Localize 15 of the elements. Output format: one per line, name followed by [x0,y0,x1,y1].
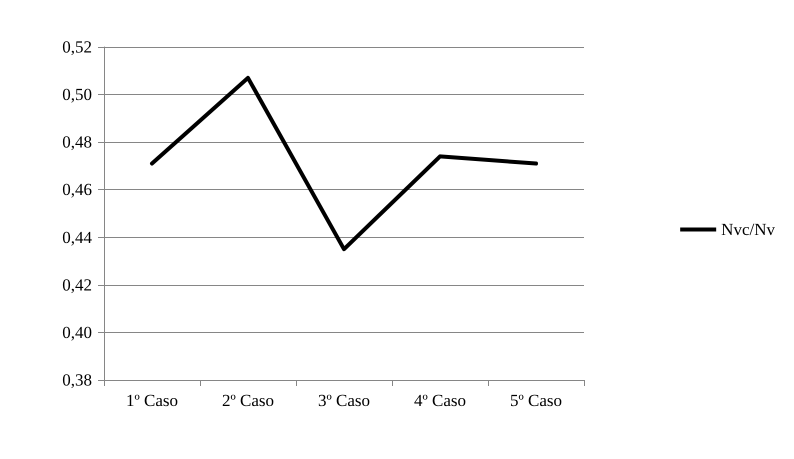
y-tick-label: 0,40 [62,322,92,342]
y-tick-label: 0,42 [62,275,92,294]
y-tick-label: 0,44 [62,228,92,247]
x-tick-label: 4º Caso [414,391,466,410]
line-series [150,76,538,252]
y-tick-label: 0,50 [62,85,92,104]
y-tick-label: 0,52 [62,38,92,56]
x-tick-label: 1º Caso [126,391,178,410]
y-tick-label: 0,46 [62,180,92,200]
y-tick-label: 0,38 [62,370,92,390]
legend-label: Nvc/Nv [721,220,776,239]
y-tick-label: 0,48 [62,132,92,152]
x-tick-label: 5º Caso [510,391,562,410]
x-tick-label: 3º Caso [318,391,370,410]
x-tick-label: 2º Caso [222,391,274,410]
